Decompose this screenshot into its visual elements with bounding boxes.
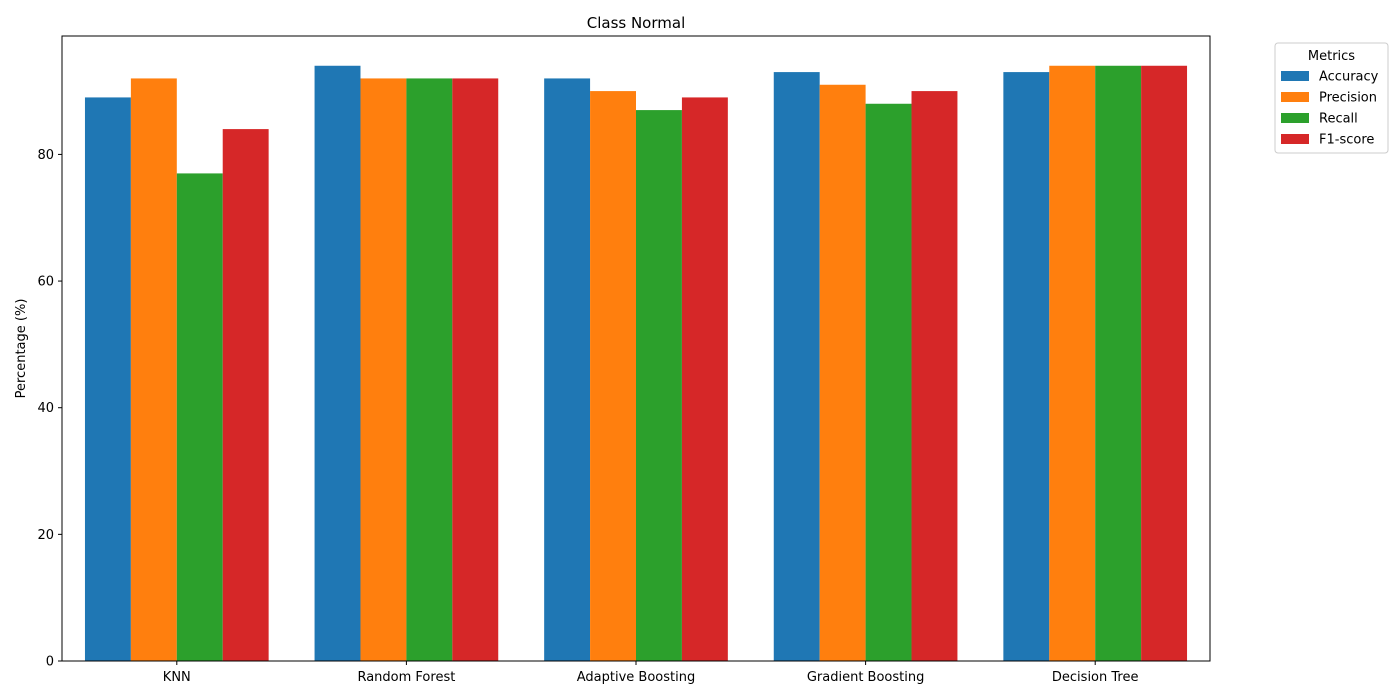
- y-axis: 0 20 40 60 80: [37, 148, 62, 670]
- bar-recall-random-forest: [406, 78, 453, 662]
- y-axis-label: Percentage (%): [14, 299, 29, 399]
- y-tick-label: 80: [37, 148, 54, 163]
- bars: [84, 65, 1188, 662]
- bar-recall-decision-tree: [1095, 65, 1142, 661]
- legend-items: Accuracy Precision Recall F1-score: [1281, 70, 1379, 148]
- legend: Metrics Accuracy Precision Recall F1-score: [1274, 42, 1389, 154]
- legend-label-recall: Recall: [1319, 112, 1358, 127]
- bar-precision-random-forest: [360, 78, 407, 662]
- bar-accuracy-knn: [84, 97, 131, 662]
- bar-precision-decision-tree: [1049, 65, 1096, 661]
- legend-frame: [1274, 42, 1389, 154]
- legend-swatch-recall: [1281, 113, 1309, 123]
- bar-recall-gradient-boosting: [865, 103, 912, 661]
- y-tick-label: 60: [37, 275, 54, 290]
- bar-f1-score-gradient-boosting: [911, 91, 958, 662]
- legend-swatch-accuracy: [1281, 71, 1309, 81]
- bar-recall-knn: [176, 173, 223, 661]
- x-tick-label: Gradient Boosting: [807, 670, 925, 685]
- x-tick-label: KNN: [163, 670, 191, 685]
- bar-f1-score-knn: [222, 129, 269, 662]
- bar-precision-adaptive-boosting: [590, 91, 636, 662]
- bar-f1-score-random-forest: [452, 78, 499, 662]
- y-tick-label: 20: [37, 528, 54, 543]
- legend-swatch-precision: [1281, 92, 1309, 102]
- bar-accuracy-adaptive-boosting: [544, 78, 591, 662]
- legend-label-f1-score: F1-score: [1319, 133, 1374, 148]
- bar-f1-score-decision-tree: [1141, 65, 1188, 661]
- y-tick-label: 0: [46, 655, 54, 670]
- chart-title: Class Normal: [587, 14, 686, 32]
- bar-f1-score-adaptive-boosting: [681, 97, 728, 662]
- legend-label-precision: Precision: [1319, 91, 1377, 106]
- legend-title: Metrics: [1308, 49, 1355, 64]
- legend-label-accuracy: Accuracy: [1319, 70, 1379, 85]
- x-tick-label: Random Forest: [357, 670, 455, 685]
- bar-precision-knn: [130, 78, 177, 662]
- bar-precision-gradient-boosting: [819, 84, 866, 661]
- x-tick-label: Adaptive Boosting: [577, 670, 695, 685]
- y-tick-label: 40: [37, 401, 54, 416]
- x-tick-label: Decision Tree: [1052, 670, 1139, 685]
- bar-accuracy-random-forest: [314, 65, 361, 661]
- x-axis: KNN Random Forest Adaptive Boosting Gradien…: [163, 661, 1139, 685]
- bar-accuracy-decision-tree: [1003, 72, 1050, 662]
- bar-recall-adaptive-boosting: [636, 110, 682, 662]
- legend-swatch-f1-score: [1281, 134, 1309, 144]
- bar-accuracy-gradient-boosting: [773, 72, 820, 662]
